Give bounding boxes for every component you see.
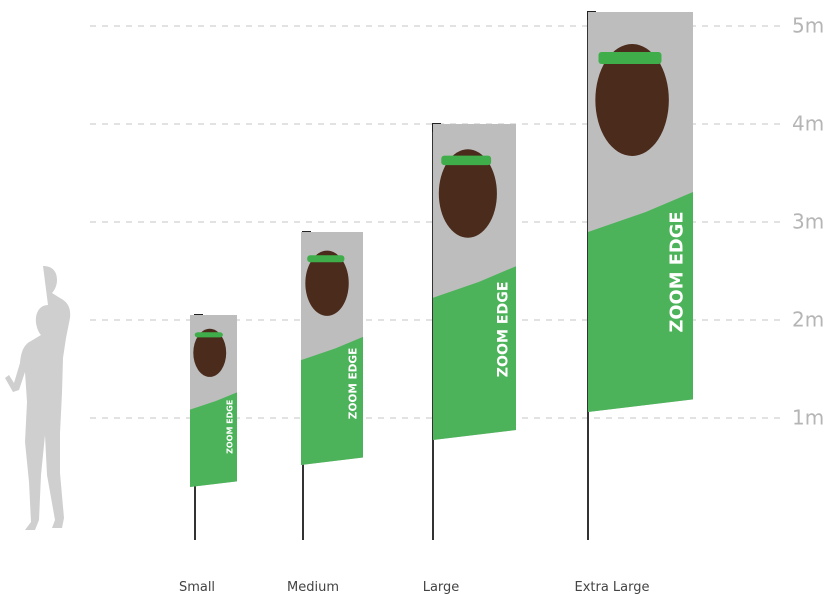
flag: ZOOM EDGE Large bbox=[423, 124, 516, 594]
flag-name: Large bbox=[423, 580, 460, 594]
flag-brand: ZOOM EDGE bbox=[225, 400, 234, 454]
person-silhouette bbox=[5, 266, 70, 530]
flag-goggles bbox=[195, 332, 223, 337]
flag-name: Extra Large bbox=[574, 580, 649, 594]
flag-brand: ZOOM EDGE bbox=[348, 348, 360, 419]
flag: ZOOM EDGE Extra Large bbox=[574, 12, 693, 594]
flag-name: Medium bbox=[287, 580, 339, 594]
scale-label: 4m bbox=[792, 112, 824, 136]
flag-goggles bbox=[307, 255, 344, 262]
scale-label: 3m bbox=[792, 210, 824, 234]
scale-label: 2m bbox=[792, 308, 824, 332]
scale-label: 1m bbox=[792, 406, 824, 430]
scale-label: 5m bbox=[792, 14, 824, 38]
flag-goggles bbox=[441, 156, 491, 165]
flag-brand: ZOOM EDGE bbox=[666, 211, 687, 332]
flag-name: Small bbox=[179, 580, 215, 594]
flag: ZOOM EDGE Medium bbox=[287, 232, 363, 594]
flag: ZOOM EDGE Small bbox=[179, 315, 237, 594]
flag-brand: ZOOM EDGE bbox=[496, 282, 512, 378]
flag-goggles bbox=[599, 52, 662, 64]
size-comparison: 1m 2m 3m 4m 5m ZOOM EDGE Small ZOOM EDGE Medium… bbox=[0, 0, 830, 594]
